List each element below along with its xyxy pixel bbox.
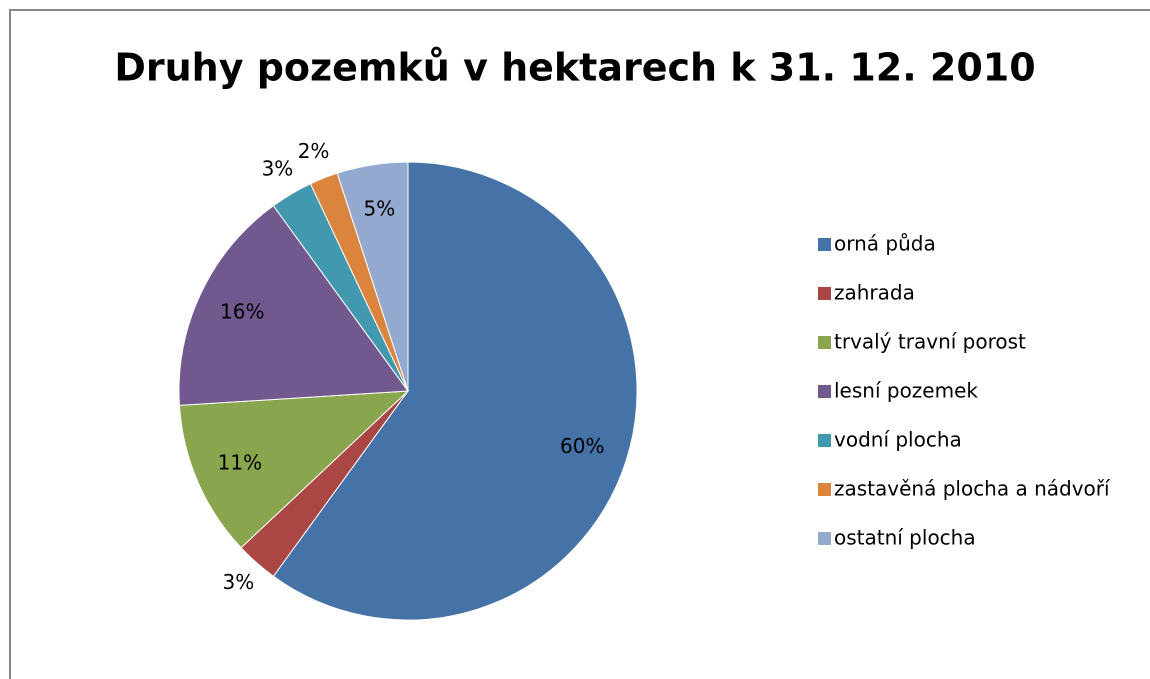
legend-label: lesní pozemek bbox=[834, 379, 978, 403]
legend-label: zastavěná plocha a nádvoří bbox=[834, 477, 1111, 501]
pie-slice bbox=[272, 161, 638, 621]
data-label: 3% bbox=[262, 157, 294, 181]
chart-title: Druhy pozemků v hektarech k 31. 12. 2010 bbox=[114, 46, 1035, 90]
legend-swatch bbox=[818, 336, 831, 349]
data-label: 11% bbox=[218, 450, 262, 474]
data-label: 2% bbox=[298, 139, 330, 163]
pie-slice bbox=[178, 390, 410, 549]
pie-slice bbox=[178, 205, 409, 406]
legend-label: zahrada bbox=[834, 281, 915, 305]
legend-label: orná půda bbox=[834, 232, 936, 256]
legend-label: trvalý travní porost bbox=[834, 330, 1026, 354]
data-label: 3% bbox=[223, 570, 255, 594]
legend-label: vodní plocha bbox=[834, 428, 962, 452]
pie-slice bbox=[336, 161, 409, 392]
legend-swatch bbox=[818, 287, 831, 300]
data-label: 16% bbox=[220, 299, 264, 323]
legend-swatch bbox=[818, 434, 831, 447]
legend-swatch bbox=[818, 532, 831, 545]
data-label: 60% bbox=[560, 434, 604, 458]
legend-swatch bbox=[818, 385, 831, 398]
legend-label: ostatní plocha bbox=[834, 526, 976, 550]
data-label: 5% bbox=[363, 197, 395, 221]
legend-swatch bbox=[818, 238, 831, 251]
legend-swatch bbox=[818, 483, 831, 496]
